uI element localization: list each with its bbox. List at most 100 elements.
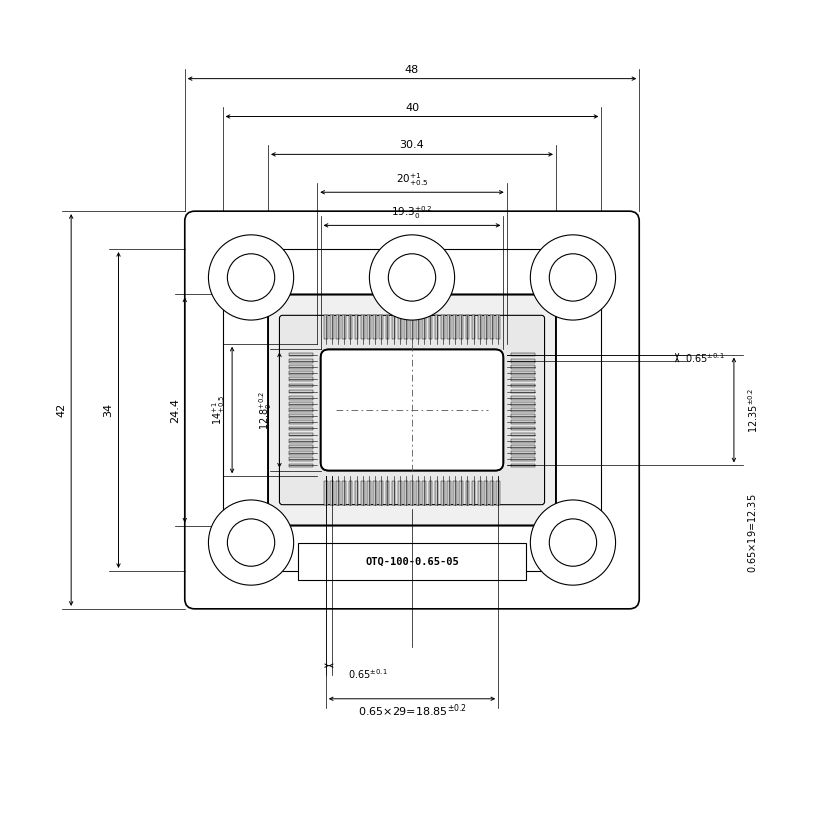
- Bar: [484, 315, 488, 339]
- Bar: [223, 249, 601, 571]
- Bar: [472, 481, 475, 505]
- Text: 40: 40: [405, 102, 419, 112]
- Bar: [289, 365, 313, 369]
- Bar: [398, 315, 402, 339]
- Bar: [289, 414, 313, 418]
- Bar: [324, 481, 328, 505]
- Bar: [478, 481, 482, 505]
- Bar: [324, 315, 328, 339]
- Bar: [410, 315, 414, 339]
- Bar: [453, 315, 457, 339]
- Bar: [417, 481, 420, 505]
- Bar: [392, 315, 395, 339]
- Polygon shape: [268, 295, 287, 314]
- Bar: [512, 402, 535, 406]
- FancyBboxPatch shape: [321, 350, 503, 470]
- Text: 20$^{+1}_{+0.5}$: 20$^{+1}_{+0.5}$: [396, 172, 428, 188]
- Bar: [342, 315, 346, 339]
- Bar: [367, 481, 370, 505]
- Bar: [385, 481, 389, 505]
- Bar: [447, 315, 450, 339]
- Text: 34: 34: [103, 403, 114, 417]
- Bar: [512, 353, 535, 356]
- Circle shape: [209, 500, 294, 585]
- Bar: [289, 402, 313, 406]
- Bar: [497, 481, 500, 505]
- Polygon shape: [537, 295, 556, 314]
- Bar: [512, 359, 535, 363]
- Bar: [512, 396, 535, 399]
- Bar: [465, 481, 469, 505]
- Bar: [392, 481, 395, 505]
- Bar: [380, 315, 383, 339]
- Circle shape: [530, 500, 615, 585]
- FancyBboxPatch shape: [280, 315, 544, 505]
- Bar: [361, 481, 365, 505]
- Bar: [512, 439, 535, 443]
- Text: 42: 42: [56, 403, 66, 417]
- Bar: [349, 481, 352, 505]
- Bar: [417, 315, 420, 339]
- Bar: [512, 371, 535, 375]
- Bar: [490, 481, 494, 505]
- Bar: [367, 315, 370, 339]
- Bar: [337, 481, 340, 505]
- Bar: [361, 315, 365, 339]
- Bar: [512, 427, 535, 431]
- Bar: [512, 384, 535, 387]
- Bar: [441, 315, 445, 339]
- Text: OTQ-100-0.65-05: OTQ-100-0.65-05: [365, 557, 459, 567]
- Bar: [497, 315, 500, 339]
- Bar: [289, 433, 313, 436]
- Bar: [330, 481, 334, 505]
- Text: 30.4: 30.4: [399, 140, 424, 150]
- Bar: [289, 451, 313, 455]
- Bar: [289, 445, 313, 449]
- Bar: [512, 464, 535, 467]
- Bar: [472, 315, 475, 339]
- Bar: [512, 377, 535, 381]
- Bar: [512, 421, 535, 424]
- Bar: [342, 481, 346, 505]
- Bar: [289, 353, 313, 356]
- Circle shape: [228, 254, 275, 301]
- Circle shape: [530, 235, 615, 320]
- Polygon shape: [268, 507, 287, 526]
- Bar: [289, 389, 313, 394]
- Bar: [435, 315, 438, 339]
- Bar: [512, 433, 535, 436]
- Bar: [512, 414, 535, 418]
- Text: 12.8$^{+0.2}_{0}$: 12.8$^{+0.2}_{0}$: [257, 390, 275, 430]
- Bar: [410, 481, 414, 505]
- Bar: [289, 359, 313, 363]
- Bar: [465, 315, 469, 339]
- Text: 0.65$\times$29=18.85$^{\pm0.2}$: 0.65$\times$29=18.85$^{\pm0.2}$: [358, 703, 466, 719]
- Bar: [512, 408, 535, 412]
- Bar: [429, 481, 432, 505]
- Bar: [422, 315, 427, 339]
- Bar: [289, 408, 313, 412]
- Bar: [404, 481, 408, 505]
- Bar: [289, 371, 313, 375]
- Bar: [490, 315, 494, 339]
- Bar: [478, 315, 482, 339]
- Text: 14$^{+1}_{+0.5}$: 14$^{+1}_{+0.5}$: [210, 394, 227, 425]
- Text: 12.35$^{\pm0.2}$: 12.35$^{\pm0.2}$: [746, 387, 760, 433]
- Bar: [512, 365, 535, 369]
- Bar: [512, 457, 535, 461]
- Bar: [404, 315, 408, 339]
- Bar: [337, 315, 340, 339]
- Bar: [373, 315, 377, 339]
- Bar: [435, 481, 438, 505]
- Bar: [289, 427, 313, 431]
- Circle shape: [389, 254, 436, 301]
- FancyBboxPatch shape: [268, 295, 556, 526]
- Bar: [512, 451, 535, 455]
- Text: 24.4: 24.4: [170, 398, 180, 422]
- Bar: [460, 315, 463, 339]
- Bar: [289, 464, 313, 467]
- Bar: [398, 481, 402, 505]
- Circle shape: [549, 519, 596, 566]
- FancyBboxPatch shape: [185, 211, 639, 609]
- Circle shape: [549, 254, 596, 301]
